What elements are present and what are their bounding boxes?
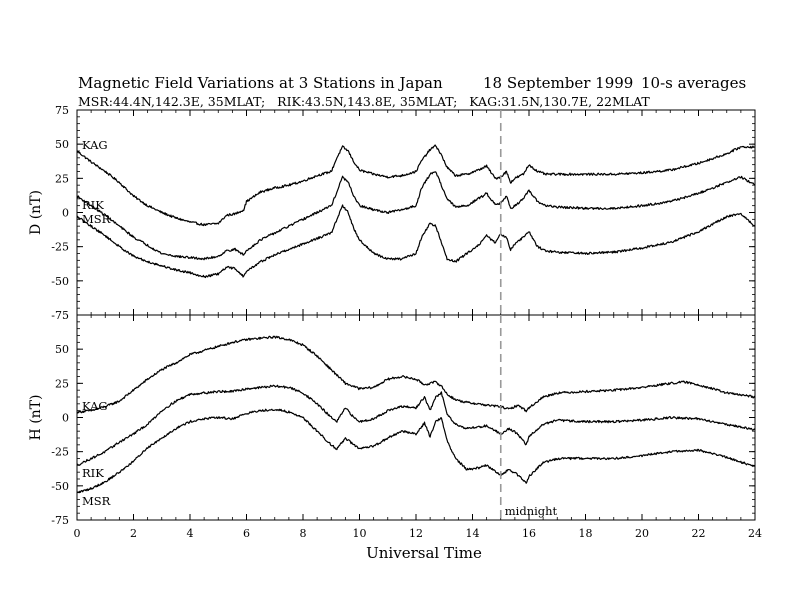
ytick-label-1-4: -25	[51, 446, 69, 459]
series-label-rik-0: RIK	[82, 198, 104, 212]
series-label-rik-1: RIK	[82, 466, 104, 480]
xtick-label-10: 20	[635, 527, 649, 540]
y-axis-label-1: H (nT)	[28, 395, 44, 441]
chart-title: Magnetic Field Variations at 3 Stations …	[78, 74, 443, 92]
ytick-label-0-5: -50	[51, 275, 69, 288]
series-label-kag-0: KAG	[82, 138, 108, 152]
x-axis-label: Universal Time	[366, 544, 482, 562]
panel-frame-0	[76, 109, 756, 316]
series-label-msr-1: MSR	[82, 494, 111, 508]
series-msr-0	[76, 204, 756, 279]
series-label-kag-1: KAG	[82, 399, 108, 413]
xtick-label-0: 0	[74, 527, 81, 540]
series-kag-0	[76, 144, 756, 227]
ytick-label-0-6: -75	[51, 309, 69, 322]
series-rik-1	[76, 384, 756, 466]
ytick-label-0-2: 25	[55, 172, 69, 185]
panel-frame-1	[76, 314, 756, 521]
ytick-label-1-2: 25	[55, 377, 69, 390]
xtick-label-6: 12	[409, 527, 423, 540]
series-msr-1	[76, 408, 756, 494]
midnight-label: midnight	[505, 504, 558, 518]
chart-date: 18 September 1999	[483, 74, 633, 92]
xtick-label-9: 18	[579, 527, 593, 540]
xtick-label-12: 24	[748, 527, 762, 540]
chart-averaging: 10-s averages	[641, 74, 746, 92]
ytick-label-1-3: 0	[62, 412, 69, 425]
ytick-label-1-1: 50	[55, 343, 69, 356]
ytick-label-1-5: -50	[51, 480, 69, 493]
xtick-label-1: 2	[130, 527, 137, 540]
xtick-label-8: 16	[522, 527, 536, 540]
ytick-label-0-0: 75	[55, 104, 69, 117]
xtick-label-3: 6	[243, 527, 250, 540]
ytick-label-1-6: -75	[51, 514, 69, 527]
series-label-msr-0: MSR	[82, 212, 111, 226]
y-axis-label-0: D (nT)	[28, 190, 44, 235]
ytick-label-0-3: 0	[62, 207, 69, 220]
xtick-label-5: 10	[353, 527, 367, 540]
xtick-label-4: 8	[300, 527, 307, 540]
series-rik-0	[76, 171, 756, 261]
station-coordinates: MSR:44.4N,142.3E, 35MLAT; RIK:43.5N,143.…	[78, 94, 650, 109]
series-kag-1	[76, 335, 756, 414]
xtick-label-2: 4	[187, 527, 194, 540]
xtick-label-7: 14	[466, 527, 480, 540]
ytick-label-0-1: 50	[55, 138, 69, 151]
ytick-label-0-4: -25	[51, 241, 69, 254]
xtick-label-11: 22	[692, 527, 706, 540]
